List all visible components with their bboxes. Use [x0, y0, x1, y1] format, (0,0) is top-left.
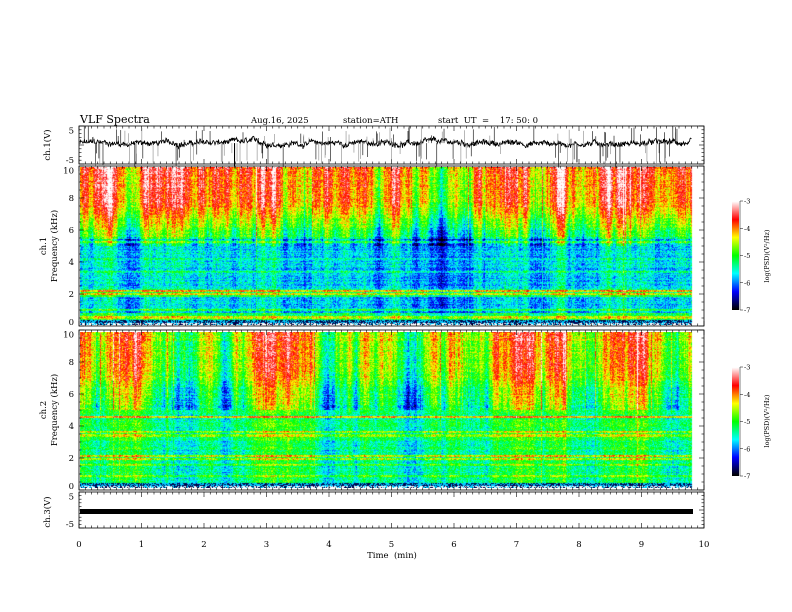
- y-tick-label: 6: [69, 390, 74, 400]
- colorbar-tick-label: -5: [744, 252, 750, 260]
- date-label: Aug.16, 2025: [250, 116, 309, 126]
- y-tick-label: 4: [69, 258, 74, 268]
- ch2-spec-ylabel-2: Frequency (kHz): [49, 374, 60, 446]
- x-tick-label: 0: [76, 540, 81, 550]
- y-tick-label: 6: [69, 226, 74, 236]
- ch1-ylabel: ch.1(V): [42, 129, 53, 160]
- x-tick-label: 2: [201, 540, 206, 550]
- x-tick-label: 3: [264, 540, 269, 550]
- x-tick-label: 8: [576, 540, 581, 550]
- x-tick-label: 6: [451, 540, 456, 550]
- colorbar-tick-label: -7: [744, 307, 750, 315]
- ch3-ylabel: ch.3(V): [42, 496, 53, 527]
- colorbar-tick-label: -7: [744, 473, 750, 481]
- y-tick-label: 5: [69, 493, 74, 503]
- colorbar-tick-label: -6: [744, 445, 750, 453]
- colorbar-tick-label: -3: [744, 198, 750, 206]
- colorbar-tick-label: -3: [744, 364, 750, 372]
- ch1-spikes: [83, 126, 678, 168]
- x-tick-label: 4: [326, 540, 331, 550]
- x-tick-label: 10: [699, 540, 710, 550]
- y-tick-label: 8: [69, 358, 74, 368]
- panel-frame-2: [78, 329, 705, 491]
- colorbar-tick-label: -4: [744, 391, 750, 399]
- y-tick-label: 0: [69, 482, 74, 492]
- ch2-spectrogram-heatmap: [80, 332, 694, 488]
- colorbar-tick-label: -5: [744, 418, 750, 426]
- x-tick-label: 9: [639, 540, 644, 550]
- panel-frame-1: [78, 165, 705, 327]
- start-time-label: start UT = 17: 50: 0: [438, 116, 538, 126]
- x-tick-label: 1: [139, 540, 144, 550]
- colorbar-tick-label: -4: [744, 225, 750, 233]
- y-tick-label: -5: [66, 156, 74, 166]
- y-tick-label: 5: [69, 127, 74, 137]
- ch1-waveform-line: [79, 135, 692, 150]
- ch1-spec-ylabel-1: ch.1: [39, 237, 49, 255]
- figure-title: VLF Spectra: [79, 113, 150, 126]
- x-tick-label: 7: [514, 540, 519, 550]
- colorbar-tick-label: -6: [744, 279, 750, 287]
- y-tick-label: 8: [69, 194, 74, 204]
- ch2-spec-ylabel-1: ch.2: [39, 401, 49, 419]
- ch3-waveform-band: [80, 509, 693, 514]
- y-tick-label: 10: [63, 167, 74, 177]
- y-tick-label: 4: [69, 422, 74, 432]
- y-tick-label: 0: [69, 318, 74, 328]
- x-tick-label: 5: [389, 540, 394, 550]
- colorbar-2: [732, 367, 739, 476]
- ch1-spectrogram-heatmap: [80, 167, 694, 325]
- colorbar-1: [732, 201, 739, 310]
- station-label: station=ATH: [343, 116, 398, 126]
- ch1-spec-ylabel-2: Frequency (kHz): [49, 210, 60, 282]
- colorbar-1-label: log(PSD)(V²/Hz): [763, 229, 771, 282]
- colorbar-2-label: log(PSD)(V²/Hz): [763, 394, 771, 447]
- panel-frames: [78, 125, 705, 529]
- y-tick-label: 2: [69, 290, 74, 300]
- y-tick-label: 2: [69, 454, 74, 464]
- x-axis-label: Time (min): [367, 550, 417, 561]
- y-tick-label: 10: [63, 331, 74, 341]
- y-tick-label: -5: [66, 520, 74, 530]
